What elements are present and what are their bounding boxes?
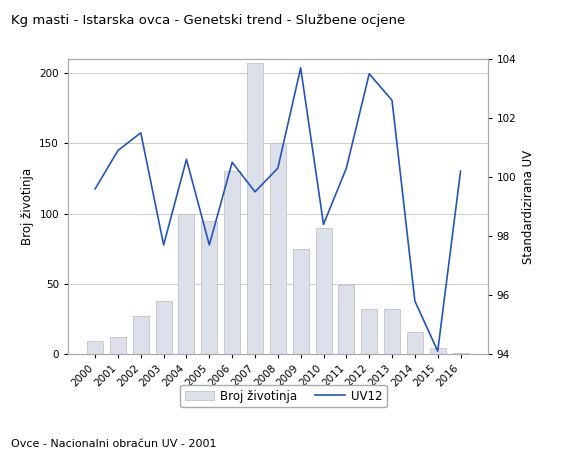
Bar [361, 309, 377, 354]
Legend: Broj životinja, UV12: Broj životinja, UV12 [180, 385, 387, 407]
Bar [384, 309, 400, 354]
Bar [452, 353, 468, 354]
Bar [247, 63, 263, 354]
Y-axis label: Broj životinja: Broj životinja [21, 168, 33, 245]
Bar [179, 213, 194, 354]
Text: Kg masti - Istarska ovca - Genetski trend - Službene ocjene: Kg masti - Istarska ovca - Genetski tren… [11, 14, 405, 27]
Bar [201, 221, 217, 354]
Bar [133, 316, 149, 354]
Bar [315, 227, 332, 354]
Y-axis label: Standardizirana UV: Standardizirana UV [522, 149, 535, 264]
Bar [224, 172, 240, 354]
Bar [293, 249, 308, 354]
Bar [270, 143, 286, 354]
Bar [430, 349, 446, 354]
Text: Ovce - Nacionalni obračun UV - 2001: Ovce - Nacionalni obračun UV - 2001 [11, 439, 217, 449]
Bar [338, 285, 354, 354]
X-axis label: Godina rođenja: Godina rođenja [232, 395, 323, 407]
Bar [155, 301, 172, 354]
Bar [87, 341, 103, 354]
Bar [407, 331, 423, 354]
Bar [110, 337, 126, 354]
